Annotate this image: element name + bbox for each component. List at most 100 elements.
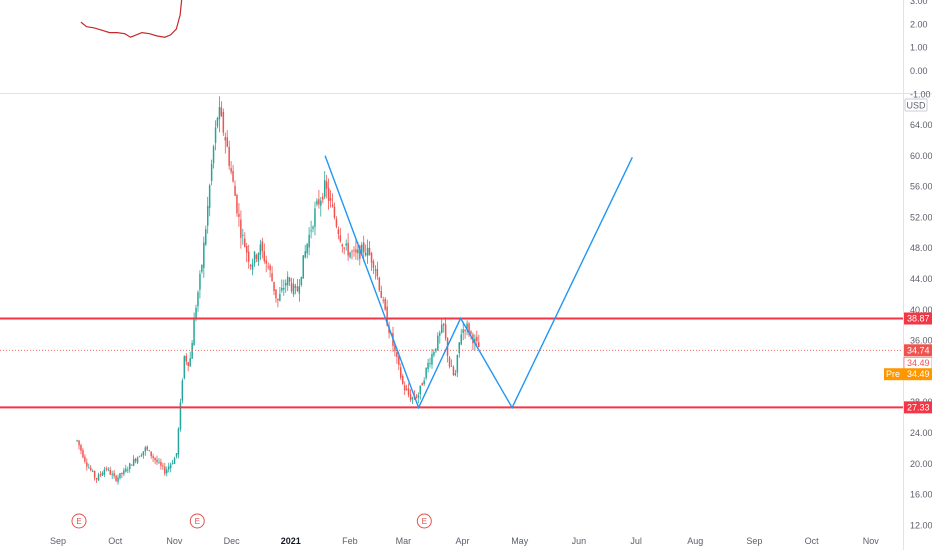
- candle-body: [419, 385, 421, 395]
- indicator-line[interactable]: [80, 0, 183, 38]
- candle-body: [405, 389, 408, 390]
- price-tick-label: 56.00: [910, 182, 932, 192]
- currency-label-box[interactable]: [904, 98, 928, 112]
- pattern-line[interactable]: [324, 155, 633, 410]
- candle-body: [162, 465, 164, 467]
- price-tick-label: 44.00: [910, 274, 932, 284]
- candle-body: [417, 395, 420, 398]
- indicator-tick-label: 3.00: [910, 0, 928, 6]
- candle-body: [259, 244, 262, 255]
- candle-body: [400, 367, 402, 378]
- candle-body: [349, 252, 351, 258]
- candle-body: [442, 323, 445, 326]
- candle-body: [283, 288, 285, 290]
- candle-body: [378, 277, 381, 291]
- candle-body: [189, 358, 191, 367]
- candle-body: [300, 276, 303, 285]
- candle-body: [146, 446, 148, 450]
- horizontal-lines[interactable]: [0, 317, 903, 409]
- candle-body: [368, 248, 371, 255]
- candle-body: [331, 204, 334, 207]
- price-tick-label: 48.00: [910, 243, 932, 253]
- candle-body: [242, 234, 244, 236]
- candle-body: [125, 468, 127, 472]
- candle-body: [117, 477, 119, 482]
- candle-body: [203, 242, 205, 268]
- candle-body: [129, 463, 131, 470]
- candle-body: [372, 261, 375, 268]
- candle-body: [156, 459, 158, 463]
- price-tick-label: 64.00: [910, 120, 932, 130]
- candle-body: [339, 235, 342, 242]
- candle-body: [148, 450, 150, 452]
- candle-body: [460, 334, 462, 345]
- candle-body: [292, 284, 295, 295]
- time-x-axis: Sep Oct Nov Dec 2021 Feb Mar Apr May Jun Jul Aug Sep…: [50, 536, 879, 546]
- time-tick-label: 2021: [281, 536, 301, 546]
- indicator-tick-label: -1.00: [910, 89, 931, 99]
- candle-body: [113, 472, 115, 477]
- candle-body: [347, 242, 349, 256]
- candle-body: [427, 362, 429, 370]
- candle-body: [201, 265, 203, 272]
- candle-body: [222, 111, 225, 133]
- candle-body: [234, 185, 236, 196]
- candle-body: [88, 467, 90, 469]
- level-price-badge: 38.87: [907, 314, 930, 324]
- candle-body: [466, 323, 468, 329]
- candle-body: [429, 363, 431, 364]
- candle-body: [265, 260, 267, 264]
- pre-market-tag-bg: [884, 368, 904, 381]
- candle-body: [294, 285, 297, 288]
- time-tick-label: Oct: [805, 536, 820, 546]
- candle-body: [150, 451, 152, 457]
- candle-body: [376, 269, 379, 277]
- candle-body: [302, 255, 304, 279]
- candle-body: [93, 471, 96, 478]
- candle-body: [456, 355, 459, 373]
- time-tick-label: May: [511, 536, 529, 546]
- candle-body: [407, 388, 410, 395]
- candle-body: [99, 474, 102, 475]
- earnings-event-marker[interactable]: [416, 513, 432, 529]
- pattern-drawing[interactable]: [324, 155, 633, 410]
- candle-body: [382, 299, 384, 301]
- candle-body: [474, 338, 476, 344]
- candle-body: [425, 367, 427, 379]
- candle-body: [431, 354, 433, 365]
- candle-body: [232, 171, 234, 182]
- candle-body: [386, 306, 388, 326]
- candle-body: [398, 356, 400, 365]
- candle-body: [269, 265, 271, 271]
- candle-body: [361, 244, 363, 256]
- level-price-badge: 27.33: [907, 402, 930, 412]
- candles: [76, 96, 480, 485]
- candle-body: [123, 470, 125, 475]
- candle-body: [318, 199, 320, 205]
- candle-body: [437, 335, 439, 350]
- candle-body: [464, 329, 466, 332]
- candle-body: [244, 238, 246, 247]
- candle-body: [476, 336, 478, 341]
- candle-body: [271, 273, 273, 282]
- price-tick-label: 52.00: [910, 212, 932, 222]
- candle-body: [181, 380, 184, 401]
- candle-body: [226, 137, 228, 147]
- candle-body: [261, 241, 264, 252]
- candle-body: [152, 456, 154, 458]
- earnings-event-marker[interactable]: [189, 513, 205, 529]
- level-price-badge-bg: [904, 401, 932, 414]
- price-tick-label: 60.00: [910, 151, 932, 161]
- earnings-event-marker[interactable]: [71, 513, 87, 529]
- candle-body: [448, 357, 451, 367]
- price-tick-label: 40.00: [910, 305, 932, 315]
- candle-body: [127, 469, 129, 471]
- candle-body: [90, 467, 92, 471]
- candle-body: [144, 447, 147, 452]
- candle-body: [132, 459, 135, 466]
- candle-body: [240, 219, 242, 238]
- candle-body: [322, 196, 324, 200]
- candle-body: [327, 188, 330, 201]
